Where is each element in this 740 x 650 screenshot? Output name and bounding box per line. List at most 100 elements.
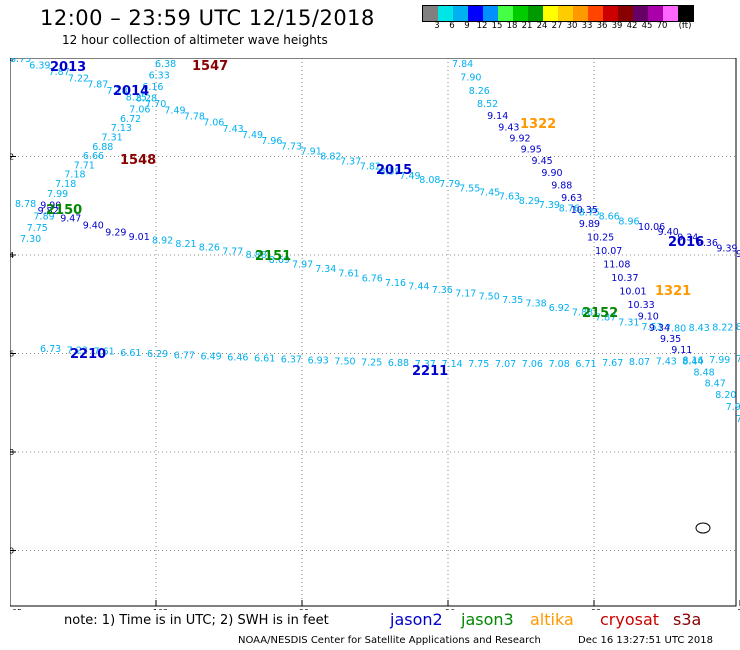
wave-height-value: 6.88 <box>92 142 113 153</box>
wave-height-value: 7.73 <box>281 142 302 153</box>
graticule <box>10 58 736 606</box>
wave-height-value: 8.29 <box>519 196 540 207</box>
wave-height-value: 7.61 <box>94 347 115 358</box>
wave-height-value: 7.97 <box>292 259 313 270</box>
wave-height-value: 7.77 <box>222 246 243 257</box>
island-outline <box>695 522 711 534</box>
legend-swatch <box>543 6 558 21</box>
wave-height-value: 8.21 <box>175 239 196 250</box>
legend-jason3: jason3 <box>461 610 514 629</box>
lat-label: -60 <box>10 58 14 63</box>
wave-height-value: 7 <box>736 414 740 425</box>
legend-label: 6 <box>449 21 455 31</box>
wave-height-value: 8.07 <box>629 357 650 368</box>
wave-height-value: 7.84 <box>452 59 473 70</box>
map-plot: -60 -62 -64 -66 -68 -70 -105 -102 -99 -96 -93 -90 8… <box>10 58 740 610</box>
wave-height-value: 7.16 <box>385 278 406 289</box>
legend-label: 15 <box>491 21 503 31</box>
wave-height-value: 7.49 <box>399 171 420 182</box>
wave-height-value: 7.44 <box>408 282 429 293</box>
lat-label: -64 <box>10 251 14 260</box>
page-subtitle: 12 hour collection of altimeter wave hei… <box>62 33 328 47</box>
pass-time-label: 2013 <box>50 60 86 75</box>
wave-height-value: 9.95 <box>521 145 542 156</box>
wave-height-value: 9.89 <box>579 219 600 230</box>
pass-time-label: 2014 <box>113 84 149 99</box>
wave-height-value: 9.63 <box>561 193 582 204</box>
lon-label: -105 <box>10 608 22 610</box>
footer-note: note: 1) Time is in UTC; 2) SWH is in fe… <box>64 613 329 628</box>
wave-height-value: 7.07 <box>495 359 516 370</box>
wave-height-value: 6.16 <box>142 82 163 93</box>
wave-height-value: 9.47 <box>60 213 81 224</box>
wave-height-value: 8.48 <box>694 368 715 379</box>
wave-height-value: 7.96 <box>261 136 282 147</box>
credit-line: NOAA/NESDIS Center for Satellite Applica… <box>238 635 541 646</box>
wave-height-value: 6.73 <box>40 344 61 355</box>
legend-jason2: jason2 <box>390 610 443 629</box>
axis-ticks: -60 -62 -64 -66 -68 -70 -105 -102 -99 -96 -93 -90 <box>10 58 740 610</box>
wave-height-value: 7.43 <box>656 356 677 367</box>
legend-label: 27 <box>551 21 563 31</box>
wave-height-value: 7.14 <box>442 359 463 370</box>
wave-height-value: 8.22 <box>712 323 733 334</box>
wave-height-value: 6.39 <box>29 60 50 71</box>
track-east-descending: 7.84 7.90 8.26 8.529.149.439.929.959.459.90… <box>452 59 740 425</box>
wave-height-value: 7.99 <box>47 189 68 200</box>
wave-height-value: 7.79 <box>439 179 460 190</box>
wave-height-value: 7.53 <box>642 322 663 333</box>
wave-height-value: 7.87 <box>49 67 70 78</box>
wave-height-value: 8.82 <box>320 152 341 163</box>
wave-height-value: 7.13 <box>111 123 132 134</box>
legend-swatch <box>663 6 678 21</box>
wave-height-value: 6.46 <box>227 353 248 364</box>
legend-label: 18 <box>506 21 518 31</box>
pass-time-label: 1322 <box>520 117 556 132</box>
wave-height-value: 8.47 <box>705 379 726 390</box>
wave-height-value: 7.39 <box>539 200 560 211</box>
legend-label: 33 <box>581 21 593 31</box>
wave-height-value: 8.75 <box>579 208 600 219</box>
wave-height-value: 6.76 <box>362 273 383 284</box>
wave-height-value: 7.18 <box>55 179 76 190</box>
wave-height-value: 6.33 <box>149 71 170 82</box>
legend-swatch <box>438 6 453 21</box>
wave-height-value: 8.82 <box>736 322 740 333</box>
lat-label: -70 <box>10 547 14 556</box>
legend-swatch <box>468 6 483 21</box>
legend-swatch <box>498 6 513 21</box>
wave-height-value: 8.52 <box>477 99 498 110</box>
wave-height-value: 6.61 <box>120 348 141 359</box>
wave-height-value: 9.14 <box>487 111 508 122</box>
legend-label: 3 <box>434 21 440 31</box>
wave-height-value: 7.78 <box>107 86 128 97</box>
wave-height-value: 9.90 <box>40 200 61 211</box>
wave-height-value: 6.88 <box>388 358 409 369</box>
wave-height-value: 7.55 <box>459 183 480 194</box>
wave-height-value: 8.75 <box>10 58 31 65</box>
pass-time-label: 2016 <box>668 235 704 250</box>
color-legend-labels: 3 6 9 12 15 18 21 24 27 30 33 36 39 42 45 70 (ft) <box>422 21 740 33</box>
wave-height-value: 9.40 <box>658 227 679 238</box>
wave-height-value: 7.37 <box>415 359 436 370</box>
wave-height-value: 6.92 <box>549 303 570 314</box>
wave-height-value: 8.92 <box>152 236 173 247</box>
wave-height-value: 9.82 <box>38 206 59 217</box>
wave-height-value: 6.37 <box>281 355 302 366</box>
wave-height-value: 8.66 <box>599 212 620 223</box>
wave-height-value: 9.92 <box>509 133 530 144</box>
wave-height-value: 8.88 <box>246 250 267 261</box>
lon-label: -99 <box>296 608 309 610</box>
track-sw-descending: 8.756.397.877.227.877.788.257.707.497.78… <box>10 58 740 260</box>
page-title: 12:00 – 23:59 UTC 12/15/2018 <box>40 6 375 30</box>
wave-height-value: 7.91 <box>301 147 322 158</box>
wave-height-value: 7.61 <box>338 269 359 280</box>
generated-timestamp: Dec 16 13:27:51 UTC 2018 <box>578 635 713 646</box>
lon-label: -90 <box>734 608 740 610</box>
pass-time-label: 2152 <box>582 306 618 321</box>
wave-height-value: 7.34 <box>315 264 336 275</box>
wave-height-value: 7.17 <box>455 288 476 299</box>
legend-label: 36 <box>596 21 608 31</box>
wave-height-value: 7.45 <box>479 188 500 199</box>
legend-swatch <box>678 6 693 21</box>
